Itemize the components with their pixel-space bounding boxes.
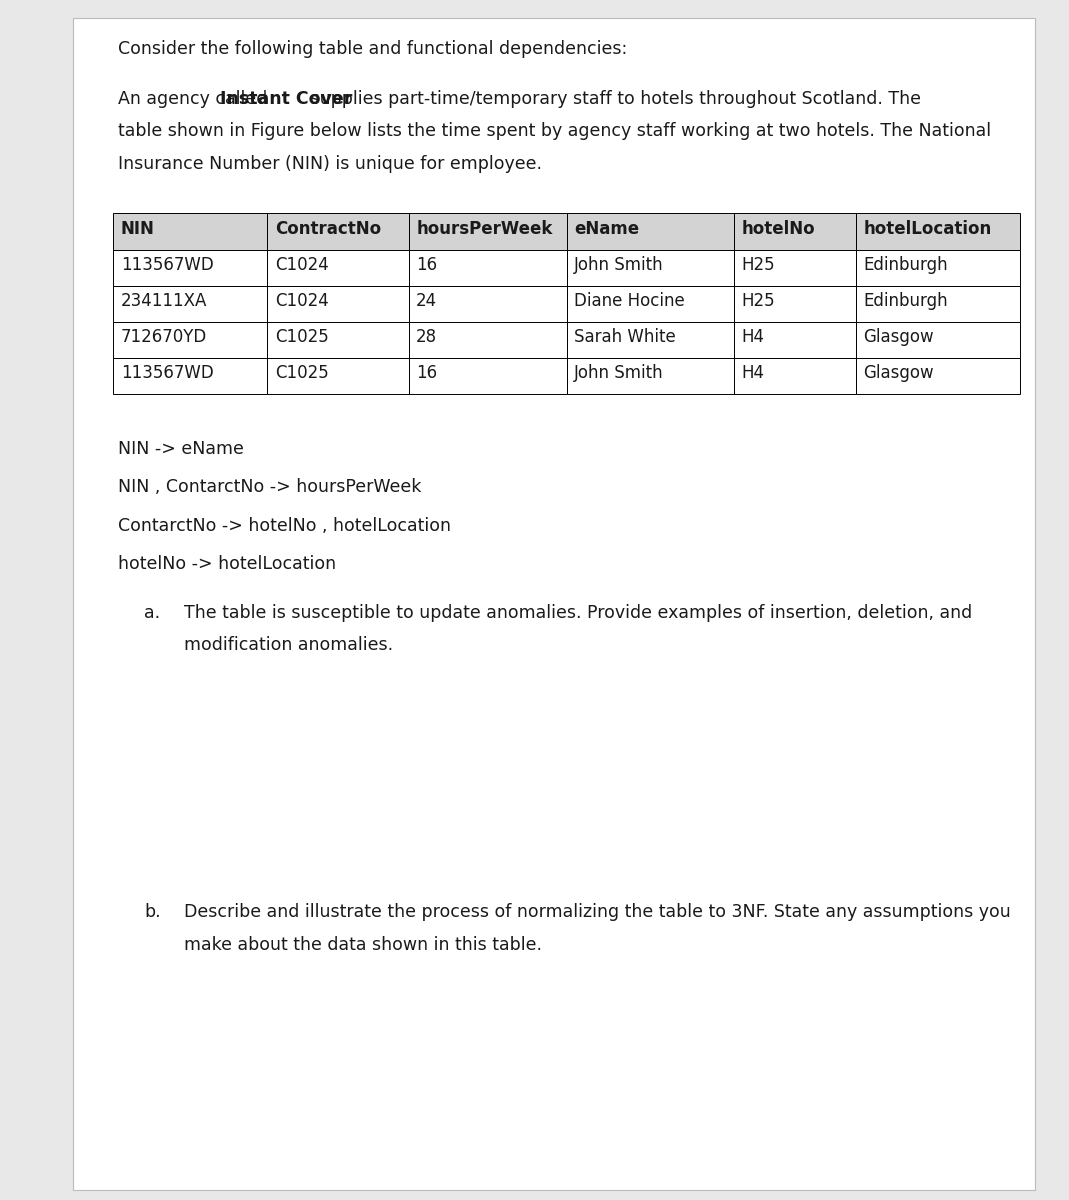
Text: ContarctNo -> hotelNo , hotelLocation: ContarctNo -> hotelNo , hotelLocation xyxy=(118,517,451,535)
Text: 16: 16 xyxy=(416,256,437,274)
Text: Describe and illustrate the process of normalizing the table to 3NF. State any a: Describe and illustrate the process of n… xyxy=(184,904,1010,922)
Bar xyxy=(267,322,408,358)
Bar xyxy=(567,250,734,286)
Text: Insurance Number (NIN) is unique for employee.: Insurance Number (NIN) is unique for emp… xyxy=(118,155,542,173)
Bar xyxy=(408,286,567,322)
Bar xyxy=(267,214,408,250)
Text: 712670YD: 712670YD xyxy=(121,329,207,347)
Bar xyxy=(856,286,1020,322)
Text: a.: a. xyxy=(144,604,160,622)
Text: table shown in Figure below lists the time spent by agency staff working at two : table shown in Figure below lists the ti… xyxy=(118,122,991,140)
Text: C1025: C1025 xyxy=(275,365,328,383)
Text: modification anomalies.: modification anomalies. xyxy=(184,636,393,654)
Bar xyxy=(567,322,734,358)
Text: H4: H4 xyxy=(742,365,764,383)
Text: supplies part-time/temporary staff to hotels throughout Scotland. The: supplies part-time/temporary staff to ho… xyxy=(306,90,921,108)
Bar xyxy=(73,18,1035,1190)
Text: H25: H25 xyxy=(742,292,775,310)
Text: Glasgow: Glasgow xyxy=(864,365,934,383)
Text: Sarah White: Sarah White xyxy=(574,329,676,347)
Text: 234111XA: 234111XA xyxy=(121,292,207,310)
Text: H4: H4 xyxy=(742,329,764,347)
Bar xyxy=(567,358,734,394)
Bar xyxy=(267,358,408,394)
Text: make about the data shown in this table.: make about the data shown in this table. xyxy=(184,936,542,954)
Text: An agency called: An agency called xyxy=(118,90,273,108)
Text: Consider the following table and functional dependencies:: Consider the following table and functio… xyxy=(118,40,626,58)
Bar xyxy=(408,358,567,394)
Text: 16: 16 xyxy=(416,365,437,383)
Bar xyxy=(856,358,1020,394)
Bar xyxy=(734,322,856,358)
Bar xyxy=(113,358,267,394)
Text: hoursPerWeek: hoursPerWeek xyxy=(416,220,553,238)
Text: C1024: C1024 xyxy=(275,292,328,310)
Text: Diane Hocine: Diane Hocine xyxy=(574,292,685,310)
Bar xyxy=(734,250,856,286)
Text: John Smith: John Smith xyxy=(574,365,664,383)
Bar xyxy=(113,250,267,286)
Bar xyxy=(267,286,408,322)
Text: hotelLocation: hotelLocation xyxy=(864,220,992,238)
Bar xyxy=(734,358,856,394)
Text: Edinburgh: Edinburgh xyxy=(864,256,948,274)
Text: Glasgow: Glasgow xyxy=(864,329,934,347)
Text: Instant Cover: Instant Cover xyxy=(220,90,353,108)
Bar xyxy=(113,322,267,358)
Text: hotelNo: hotelNo xyxy=(742,220,816,238)
Bar xyxy=(113,214,267,250)
Text: C1024: C1024 xyxy=(275,256,328,274)
Text: NIN , ContarctNo -> hoursPerWeek: NIN , ContarctNo -> hoursPerWeek xyxy=(118,479,421,497)
Bar xyxy=(567,214,734,250)
Text: eName: eName xyxy=(574,220,639,238)
Bar xyxy=(734,214,856,250)
Text: C1025: C1025 xyxy=(275,329,328,347)
Bar xyxy=(267,250,408,286)
Text: 24: 24 xyxy=(416,292,437,310)
Text: John Smith: John Smith xyxy=(574,256,664,274)
Bar xyxy=(856,214,1020,250)
Bar xyxy=(734,286,856,322)
Text: The table is susceptible to update anomalies. Provide examples of insertion, del: The table is susceptible to update anoma… xyxy=(184,604,972,622)
Bar xyxy=(567,286,734,322)
Text: H25: H25 xyxy=(742,256,775,274)
Text: b.: b. xyxy=(144,904,161,922)
Bar xyxy=(856,322,1020,358)
Text: hotelNo -> hotelLocation: hotelNo -> hotelLocation xyxy=(118,554,336,572)
Text: NIN -> eName: NIN -> eName xyxy=(118,440,244,458)
Text: 28: 28 xyxy=(416,329,437,347)
Text: 113567WD: 113567WD xyxy=(121,365,214,383)
Bar xyxy=(113,286,267,322)
Bar xyxy=(408,322,567,358)
Text: ContractNo: ContractNo xyxy=(275,220,381,238)
Text: NIN: NIN xyxy=(121,220,155,238)
Bar xyxy=(408,250,567,286)
Bar xyxy=(408,214,567,250)
Text: Edinburgh: Edinburgh xyxy=(864,292,948,310)
Bar xyxy=(856,250,1020,286)
Text: 113567WD: 113567WD xyxy=(121,256,214,274)
